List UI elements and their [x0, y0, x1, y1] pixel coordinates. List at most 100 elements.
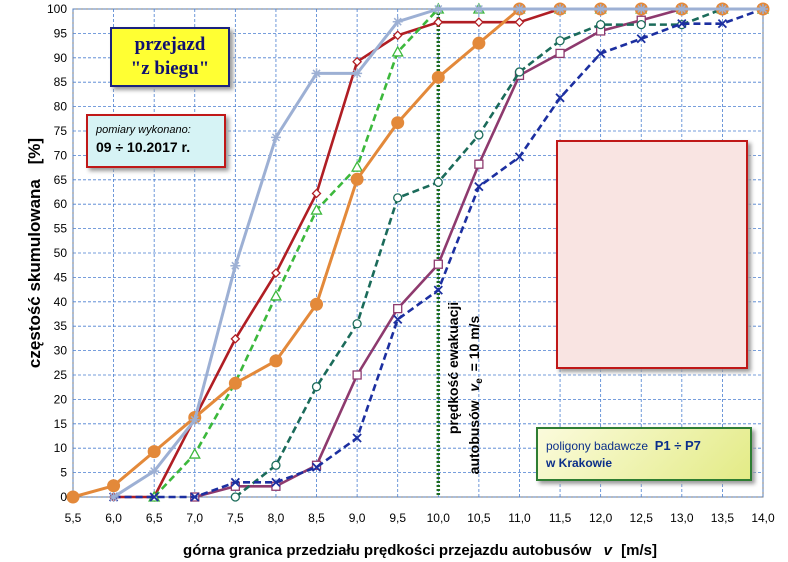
data-point-p7 [108, 492, 119, 502]
y-tick-label: 90 [54, 51, 68, 65]
title-box: przejazd "z biegu" [110, 27, 230, 87]
measurement-box: pomiary wykonano: 09 ÷ 10.2017 r. [86, 114, 226, 168]
y-tick-label: 35 [54, 319, 68, 333]
data-point-p5 [352, 433, 362, 443]
data-point-p2 [474, 159, 484, 169]
x-tick-label: 6,0 [105, 511, 122, 525]
y-tick-label: 70 [54, 148, 68, 162]
title-line-2: "z biegu" [130, 58, 210, 79]
data-point-p6 [431, 70, 445, 84]
y-tick-label: 50 [54, 246, 68, 260]
y-axis-label-text: częstość skumulowana [25, 179, 44, 369]
data-point-p5 [555, 93, 565, 103]
y-tick-label: 65 [54, 173, 68, 187]
y-tick-label: 15 [54, 417, 68, 431]
vline-label-var: v [466, 383, 482, 392]
x-tick-label: 14,0 [751, 511, 775, 525]
data-point-p4 [352, 319, 362, 329]
data-point-p4 [393, 193, 403, 203]
series-line-p4 [234, 7, 763, 499]
data-point-p3 [351, 160, 364, 172]
y-tick-labels: 0 5 10 15 20 25 30 35 40 45 50 55 60 65 70 75 80 85 90 95 10… [47, 2, 67, 504]
data-point-p5 [514, 152, 525, 162]
data-point-p6 [228, 376, 242, 390]
y-tick-label: 85 [54, 75, 68, 89]
x-tick-label: 9,5 [389, 511, 406, 525]
data-point-p4 [433, 177, 443, 187]
y-tick-label: 80 [54, 100, 68, 114]
data-point-p6 [66, 490, 80, 504]
data-point-p4 [271, 460, 281, 470]
data-point-p6 [391, 116, 405, 130]
x-axis-label-text: górna granica przedziału prędkości przej… [183, 542, 592, 559]
measurement-label: pomiary wykonano: [96, 124, 191, 136]
x-tick-label: 8,0 [268, 511, 285, 525]
data-point-p5 [677, 19, 687, 29]
data-point-p1 [392, 30, 403, 41]
data-point-p7 [514, 4, 525, 14]
data-point-p1 [473, 17, 484, 28]
data-point-p6 [310, 297, 324, 311]
x-tick-label: 11,0 [508, 511, 531, 525]
x-tick-label: 12,5 [630, 511, 654, 525]
data-point-p7 [676, 4, 687, 14]
y-tick-label: 10 [54, 441, 68, 455]
y-tick-label: 25 [54, 368, 68, 382]
data-point-p7 [555, 4, 566, 14]
data-point-p3 [391, 45, 404, 57]
data-point-p7 [717, 4, 728, 14]
data-point-p3 [310, 203, 323, 215]
x-tick-labels: 5,5 6,0 6,5 7,0 7,5 8,0 8,5 9,0 9,5 10,0 10,5 11,0 1… [65, 511, 775, 525]
title-line-1: przejazd [134, 34, 206, 55]
measurement-date: 09 ÷ 10.2017 r. [96, 139, 191, 155]
data-point-p4 [595, 19, 606, 30]
data-point-p7 [230, 260, 241, 271]
data-point-p1 [271, 268, 281, 278]
data-point-p2 [393, 303, 403, 314]
polygon-box: poligony badawcze P1 ÷ P7 w Krakowie [536, 427, 752, 481]
series-layer [66, 2, 770, 504]
data-point-p7 [636, 4, 647, 14]
data-point-p5 [190, 492, 200, 502]
data-point-p5 [230, 477, 240, 487]
y-tick-label: 100 [47, 2, 67, 16]
x-tick-label: 13,5 [711, 511, 735, 525]
data-point-p7 [433, 4, 444, 14]
x-tick-label: 10,0 [427, 511, 451, 525]
data-point-p7 [473, 4, 484, 14]
data-point-p5 [311, 462, 322, 472]
y-tick-label: 95 [54, 26, 68, 40]
vline-label-sub: e [474, 378, 485, 384]
x-tick-label: 7,5 [227, 511, 244, 525]
data-point-p7 [595, 4, 606, 14]
polygon-text-label: poligony badawcze [546, 439, 649, 453]
polygon-place: w Krakowie [546, 456, 613, 470]
y-tick-label: 40 [54, 295, 68, 309]
data-point-p5 [717, 19, 728, 29]
vline-label-val: = 10 m/s [466, 315, 482, 371]
x-tick-label: 13,0 [670, 511, 694, 525]
data-point-p6 [107, 479, 121, 493]
data-point-p2 [433, 259, 443, 269]
x-tick-label: 12,0 [589, 511, 613, 525]
x-tick-label: 10,5 [467, 511, 491, 525]
x-tick-label: 9,0 [349, 511, 366, 525]
data-point-p7 [352, 68, 363, 79]
data-point-p2 [555, 48, 565, 59]
data-point-p1 [311, 188, 322, 199]
y-axis-label: częstość skumulowana [%] [25, 138, 44, 368]
data-point-p4 [311, 382, 322, 392]
data-point-p5 [149, 492, 159, 502]
series-p7 [108, 4, 768, 502]
data-point-p6 [147, 445, 161, 459]
data-point-p5 [636, 34, 646, 44]
vline-label-2: autobusów ve = 10 m/s [466, 315, 485, 474]
data-point-p6 [350, 172, 364, 186]
x-tick-label: 6,5 [146, 511, 163, 525]
data-point-p2 [352, 370, 362, 380]
data-point-p7 [311, 68, 322, 79]
y-axis-label-unit: [%] [25, 138, 44, 164]
data-point-p7 [392, 16, 403, 27]
y-tick-label: 20 [54, 392, 68, 406]
data-point-p5 [596, 48, 606, 59]
